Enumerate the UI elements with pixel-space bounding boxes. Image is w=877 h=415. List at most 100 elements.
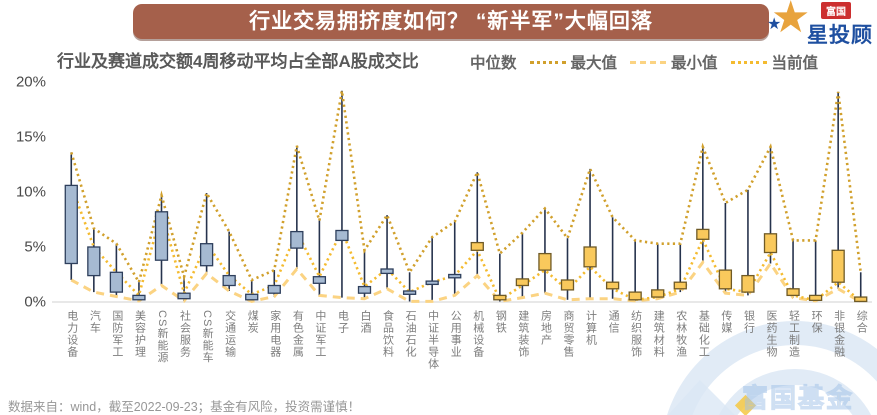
candle-box [605,281,620,290]
y-axis-tick-label: 10% [15,183,46,201]
candle-box [741,274,755,293]
footer-disclaimer: 数据来自：wind，截至2022-09-23；基金有风险，投资需谨慎！ [8,400,361,414]
x-axis-label: 公用事业 [449,310,462,358]
candle-box [470,241,484,251]
x-axis-label: 钢铁 [494,310,507,334]
candle-box [154,211,169,261]
legend-label-current: 当前值 [771,55,819,72]
chart-legend: 中位数 最大值 最小值 当前值 [470,51,818,73]
x-axis-label: 煤炭 [246,310,259,334]
legend-item-current: 当前值 [730,51,819,73]
candle-box [854,296,868,303]
candle-box [267,284,281,294]
legend-item-median: 中位数 [470,51,517,73]
x-axis-label: 银行 [742,310,755,334]
candle-box [448,273,462,279]
x-axis-label: 电力设备 [65,310,78,358]
candle-box [312,276,327,284]
legend-item-max: 最大值 [529,51,618,73]
candle-box [493,294,507,301]
candle-box [786,288,800,297]
x-axis-label: 机械设备 [471,310,484,358]
candle-box [831,249,845,283]
candle-box [245,293,259,301]
min-line [70,259,862,304]
x-axis-label: 白酒 [359,310,371,334]
candle-box [132,294,146,301]
candle-box [380,268,394,275]
legend-item-min: 最小值 [630,51,718,73]
x-axis-label: 环保 [810,310,823,334]
x-axis-label: 计算机 [584,310,597,346]
current-line-swatch-icon [730,60,767,64]
x-axis-label: 交通运输 [223,310,236,358]
x-axis-label: 家用电器 [268,310,281,358]
x-axis-label: 传媒 [719,310,732,334]
x-axis-label: 综合 [855,310,868,334]
x-axis-label: 有色金属 [291,310,304,358]
candle-box [290,230,304,249]
x-axis-label: 石油石化 [404,310,417,358]
chart-subtitle: 行业及赛道成交额4周移动平均占全部A股成交比 [57,52,419,71]
candle-box [583,246,597,268]
x-axis-label: 美容护理 [133,310,146,358]
x-axis-label: 房地产 [539,310,552,346]
x-axis-label: 社会服务 [178,310,191,358]
max-line-swatch-icon [529,60,566,64]
candle-box [109,271,124,293]
x-axis-label: 纺织服饰 [629,310,642,358]
candle-box [651,289,665,298]
x-axis-label: 基础化工 [697,310,710,358]
legend-label-median: 中位数 [470,55,517,72]
x-axis-label: 医药生物 [765,310,777,358]
y-axis-tick-label: 0% [24,293,46,311]
max-line [70,90,862,286]
candle-box [515,278,530,287]
candle-box [87,246,101,277]
candle-box [538,252,552,271]
brand-logo: ★ ★ 富国 星投顾 [767,0,873,48]
x-axis-label: 通信 [607,310,620,334]
x-axis-label: CS新能源 [156,310,168,364]
candle-box [628,291,642,301]
x-axis-label: 食品饮料 [381,310,394,358]
x-axis-label: 汽车 [88,310,101,334]
logo-chip: 富国 [821,2,851,19]
candle-box [64,184,78,265]
candle-box [718,269,733,290]
candle-box [177,292,191,300]
y-axis-tick-label: 20% [15,73,46,91]
x-axis-label: 中证半导体 [426,310,439,370]
candle-box [696,228,710,240]
candle-box [222,274,236,287]
x-axis-label: 非银金融 [832,310,845,358]
logo-brand-text: 星投顾 [807,24,873,47]
candle-box [402,290,417,295]
candle-box [425,280,439,286]
star-icon: ★ [771,0,811,42]
candle-box [808,294,823,301]
candle-box [560,279,575,291]
x-axis-label: 农林牧渔 [674,310,687,358]
legend-label-min: 最小值 [671,55,718,72]
candle-box [199,243,214,267]
x-axis-label: CS新能车 [201,310,214,364]
x-axis-label: 商贸零售 [562,310,574,358]
y-axis-tick-label: 5% [24,238,46,256]
candle-box [763,233,778,254]
y-axis-tick-label: 15% [15,128,46,146]
legend-label-max: 最大值 [570,55,618,72]
candle-box [335,229,349,242]
star-small-icon: ★ [767,16,782,33]
page-title: 行业交易拥挤度如何？ “新半军”大幅回落 [133,4,769,39]
x-axis-label: 中证军工 [313,310,326,358]
watermark-text: 富国基金 [741,383,855,414]
x-axis-label: 电子 [336,310,349,334]
x-axis-label: 建筑材料 [652,310,665,358]
min-line-swatch-icon [630,60,667,64]
x-axis-label: 建筑装饰 [516,310,529,358]
candle-box [357,285,372,294]
candle-box [673,281,687,290]
